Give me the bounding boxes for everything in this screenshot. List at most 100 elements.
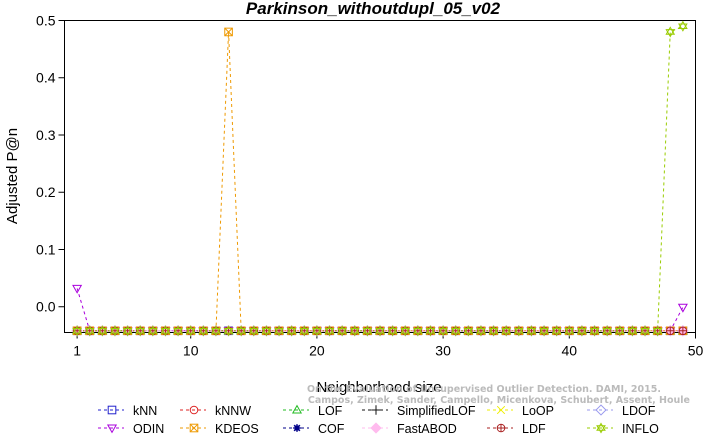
legend-marker-ldof <box>595 404 607 416</box>
data-point-inflo-part <box>438 328 448 337</box>
data-point-ldf-part <box>679 326 687 335</box>
data-point-inflo-part <box>476 325 486 334</box>
data-point-inflo <box>185 325 196 337</box>
data-point-inflo-part <box>640 325 650 334</box>
data-point-inflo <box>501 325 512 337</box>
data-point-inflo-part <box>274 325 284 334</box>
data-point-inflo-part <box>337 325 348 334</box>
series-markers-kdeos <box>72 27 688 336</box>
data-point-inflo <box>274 325 284 337</box>
plot-frame <box>64 20 696 333</box>
data-point-inflo-part <box>198 328 209 337</box>
data-point-inflo-part <box>387 328 398 337</box>
data-point-inflo-part <box>627 328 638 337</box>
series-line-kdeos <box>77 31 683 332</box>
data-point-inflo-part <box>425 328 436 337</box>
legend-marker-kdeos-part <box>189 423 199 433</box>
credit-note: On the Evaluation of Unsupervised Outlie… <box>307 384 690 406</box>
legend-marker-lof-part <box>291 404 303 414</box>
data-point-inflo <box>627 325 638 337</box>
data-point-inflo-part <box>185 325 196 334</box>
data-point-inflo-part <box>614 325 625 334</box>
data-point-inflo-part <box>72 325 82 334</box>
data-point-inflo-part <box>261 325 272 334</box>
data-point-inflo-part <box>84 325 95 334</box>
data-point-inflo <box>488 325 499 337</box>
data-point-inflo <box>147 325 158 337</box>
legend-marker-inflo-part <box>596 422 606 431</box>
data-point-inflo-part <box>400 328 411 337</box>
legend-marker-knnw-part <box>189 405 199 415</box>
data-point-inflo <box>286 325 297 337</box>
data-point-inflo-part <box>400 325 411 334</box>
legend-marker-cof <box>293 424 301 432</box>
legend-marker-simplifiedlof <box>371 405 381 415</box>
data-point-inflo <box>110 325 120 337</box>
data-point-inflo-part <box>412 325 423 334</box>
legend-item-fastabod: FastABOD <box>362 422 457 436</box>
chart-title: Parkinson_withoutdupl_05_v02 <box>246 0 501 18</box>
legend-label-fastabod: FastABOD <box>397 422 457 434</box>
legend-marker-knnw <box>189 405 199 415</box>
data-point-inflo-part <box>84 328 95 337</box>
data-point-inflo-part <box>135 325 146 334</box>
data-point-inflo <box>375 325 385 337</box>
legend-label-inflo: INFLO <box>622 422 659 434</box>
data-point-inflo-part <box>299 328 310 337</box>
data-point-inflo <box>438 325 448 337</box>
data-point-inflo <box>463 325 474 337</box>
data-point-inflo-part <box>589 325 600 334</box>
data-point-inflo <box>400 325 411 337</box>
legend-marker-cof-part <box>293 424 301 432</box>
data-point-inflo-part <box>173 325 183 334</box>
data-point-inflo <box>248 325 259 337</box>
data-point-inflo-part <box>551 325 562 334</box>
legend-label-simplifiedlof: SimplifiedLOF <box>397 404 476 418</box>
data-point-inflo-part <box>97 325 108 334</box>
data-point-inflo <box>665 26 676 38</box>
data-point-inflo-part <box>324 325 335 334</box>
data-point-inflo <box>513 325 524 337</box>
legend-label-knnw: kNNW <box>215 404 251 418</box>
y-tick-label: 0.4 <box>36 70 56 86</box>
legend-marker-fastabod <box>370 422 382 434</box>
data-point-inflo-part <box>678 20 688 30</box>
data-point-inflo-part <box>248 325 259 334</box>
data-point-inflo-part <box>652 328 663 337</box>
legend-marker-loop-part <box>496 405 506 415</box>
legend-item-lof: LOF <box>283 404 343 418</box>
data-point-inflo-part <box>122 325 133 334</box>
data-point-inflo-part <box>337 328 348 337</box>
y-tick-label: 0.0 <box>36 299 56 315</box>
data-point-inflo <box>173 325 183 337</box>
data-point-inflo-part <box>412 328 423 337</box>
data-point-ldf <box>678 326 688 336</box>
y-tick-label: 0.5 <box>36 13 56 29</box>
data-point-ldf-part <box>666 326 675 335</box>
data-point-inflo-part <box>97 328 108 337</box>
data-point-inflo-part <box>248 328 259 337</box>
data-point-odin-part <box>72 284 83 294</box>
data-point-inflo <box>236 325 247 337</box>
series-lines <box>76 25 684 332</box>
legend-marker-inflo <box>596 422 606 434</box>
data-point-inflo-part <box>678 23 688 32</box>
data-point-inflo-part <box>551 328 562 337</box>
legend-marker-simplifiedlof-part <box>371 405 381 415</box>
data-point-inflo <box>324 325 335 337</box>
data-point-inflo-part <box>324 328 335 337</box>
credit-line-authors: Campos, Zimek, Sander, Campello, Micenko… <box>308 395 690 406</box>
data-point-inflo-part <box>72 328 82 337</box>
legend-marker-fastabod-part <box>370 422 382 434</box>
legend-marker-ldf <box>496 423 506 433</box>
data-point-inflo-part <box>299 325 310 334</box>
data-point-inflo-part <box>223 325 234 334</box>
data-point-inflo-part <box>236 328 247 337</box>
data-point-inflo-part <box>312 325 322 334</box>
data-point-inflo-part <box>312 328 322 337</box>
data-point-inflo-part <box>349 328 360 337</box>
data-point-kdeos <box>224 27 233 37</box>
data-point-inflo <box>122 325 133 337</box>
legend-label-ldf: LDF <box>522 422 546 434</box>
